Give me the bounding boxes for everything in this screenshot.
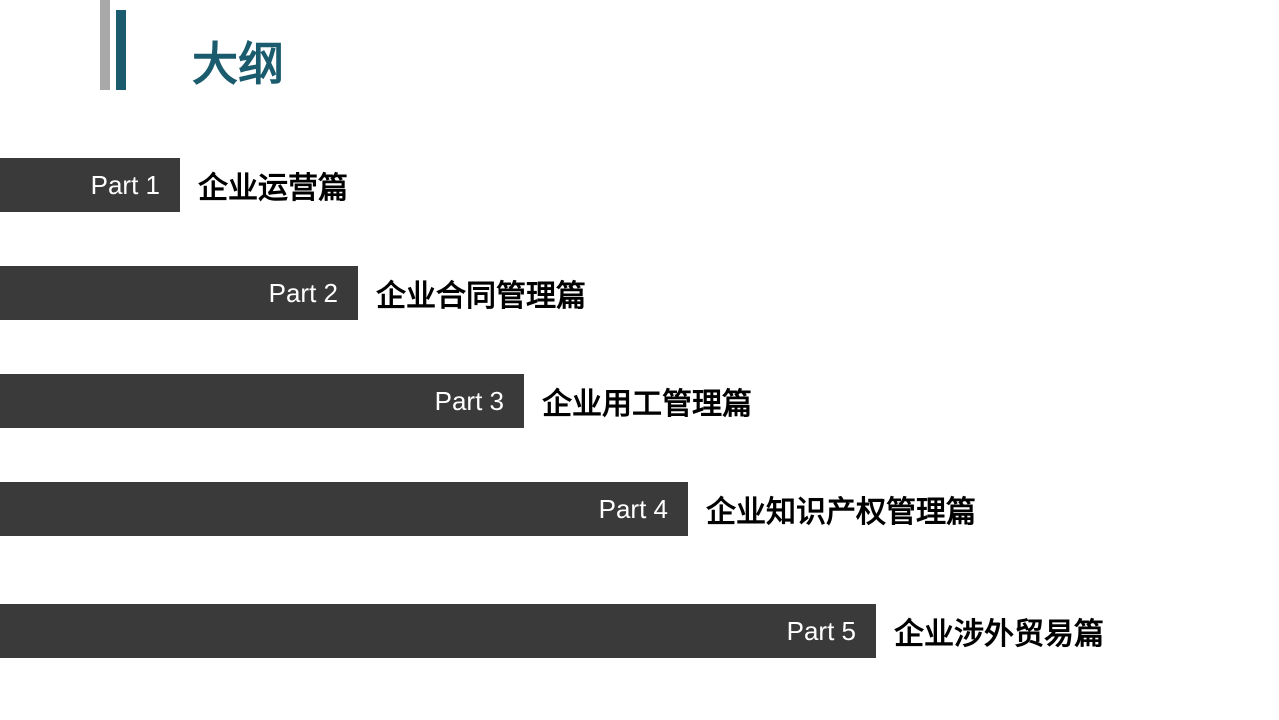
part-row-5: Part 5 企业涉外贸易篇 [0,604,1104,658]
part-title-3: 企业用工管理篇 [542,379,752,423]
decoration-bar-gray [100,0,110,90]
part-title-4: 企业知识产权管理篇 [706,487,976,531]
part-label: Part 4 [599,494,668,525]
page-title: 大纲 [192,28,284,94]
part-title-1: 企业运营篇 [198,163,348,207]
part-label: Part 5 [787,616,856,647]
part-label: Part 1 [91,170,160,201]
part-title-5: 企业涉外贸易篇 [894,609,1104,653]
decoration-bar-teal [116,10,126,90]
part-row-1: Part 1 企业运营篇 [0,158,348,212]
part-row-2: Part 2 企业合同管理篇 [0,266,586,320]
part-bar-1: Part 1 [0,158,180,212]
part-bar-4: Part 4 [0,482,688,536]
part-label: Part 3 [435,386,504,417]
part-title-2: 企业合同管理篇 [376,271,586,315]
part-row-4: Part 4 企业知识产权管理篇 [0,482,976,536]
title-decoration [100,0,126,90]
part-bar-3: Part 3 [0,374,524,428]
part-row-3: Part 3 企业用工管理篇 [0,374,752,428]
part-bar-5: Part 5 [0,604,876,658]
part-label: Part 2 [269,278,338,309]
part-bar-2: Part 2 [0,266,358,320]
